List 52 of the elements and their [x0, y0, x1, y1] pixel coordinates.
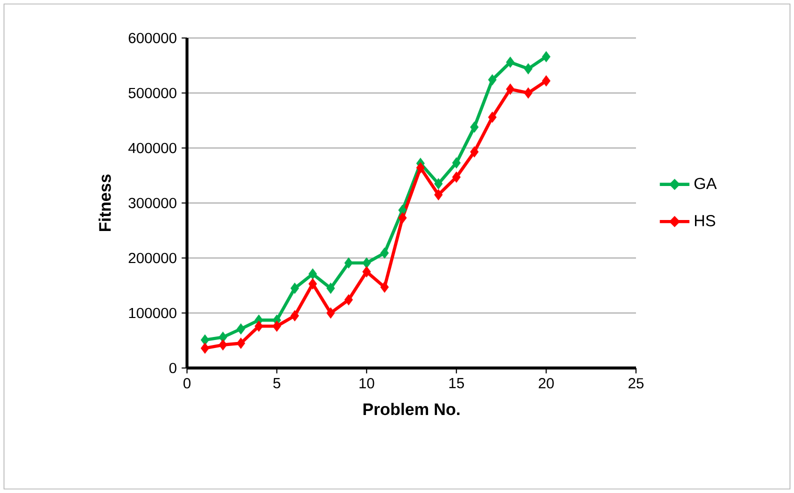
point — [326, 307, 335, 319]
point — [254, 320, 264, 332]
point — [524, 87, 533, 99]
point — [470, 121, 479, 133]
point — [380, 281, 389, 293]
point — [542, 75, 550, 87]
point — [488, 112, 497, 123]
point — [542, 51, 550, 62]
point — [344, 257, 353, 269]
legend-label: HS — [694, 215, 716, 226]
y-axis-title: Fitness — [98, 174, 111, 232]
point — [488, 74, 497, 86]
point — [236, 323, 246, 335]
x-tick-label: 5 — [273, 378, 280, 388]
point — [416, 162, 425, 174]
point — [290, 282, 300, 294]
y-tick-label: 100000 — [129, 308, 176, 318]
x-tick-label: 20 — [538, 378, 554, 388]
point — [344, 294, 353, 306]
point — [218, 339, 228, 351]
point — [524, 63, 533, 74]
point — [434, 189, 443, 200]
point — [362, 266, 371, 278]
x-tick-label: 15 — [449, 378, 464, 388]
point — [272, 320, 282, 332]
point — [452, 157, 461, 169]
y-tick-label: 500000 — [128, 88, 176, 98]
point — [434, 178, 443, 190]
point — [362, 257, 371, 269]
y-tick-label: 300000 — [128, 198, 176, 208]
point — [308, 268, 317, 280]
y-tick-label: 200000 — [128, 252, 176, 264]
x-tick-label: 10 — [360, 378, 374, 388]
legend-label: GA — [694, 178, 717, 190]
point — [380, 247, 389, 259]
point — [236, 338, 246, 349]
point — [470, 146, 479, 158]
point — [506, 56, 515, 68]
y-tick-label: 0 — [169, 362, 176, 374]
point — [290, 310, 300, 322]
point — [398, 212, 407, 224]
point — [200, 334, 210, 346]
point — [506, 83, 515, 95]
point — [308, 278, 317, 290]
x-tick-label: 0 — [183, 378, 190, 388]
y-tick-label: 600000 — [128, 32, 176, 44]
point — [452, 171, 461, 183]
point — [326, 282, 335, 294]
x-tick-label: 25 — [628, 378, 644, 388]
y-tick-label: 400000 — [128, 142, 176, 154]
x-axis-title: Problem No. — [364, 402, 460, 416]
point — [200, 342, 210, 354]
